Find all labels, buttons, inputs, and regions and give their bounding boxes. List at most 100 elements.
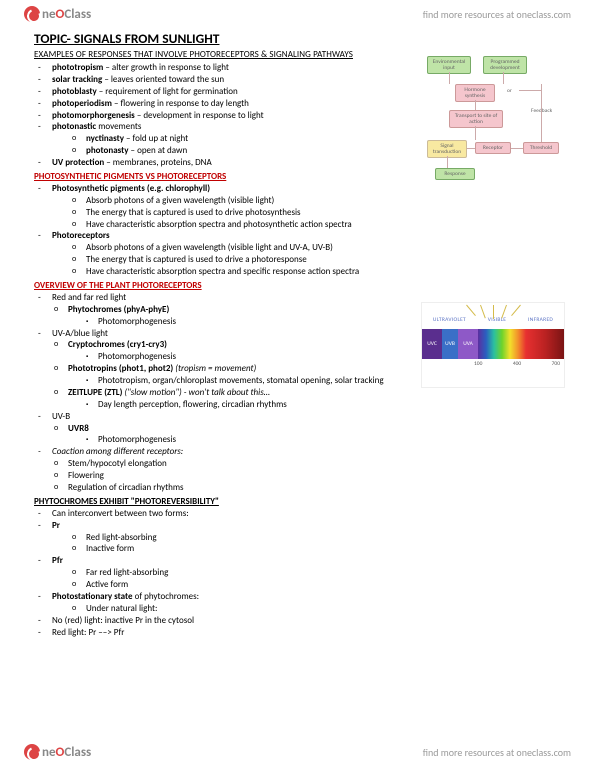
def: – leaves oriented toward the sun bbox=[102, 74, 224, 85]
list-item: Inactive form bbox=[86, 543, 561, 555]
term: Phytochromes (phyA-phyE) bbox=[68, 304, 169, 315]
list-item: Photosynthetic pigments (e.g. chlorophyl… bbox=[52, 183, 561, 231]
list-item: Cryptochromes (cry1-cry3) Photomorphogen… bbox=[68, 339, 394, 363]
list-item: Photomorphogenesis bbox=[98, 316, 394, 328]
list-item: photoperiodism – flowering in response t… bbox=[52, 98, 394, 110]
def: movements bbox=[96, 121, 141, 132]
list-item: Red light-absorbing bbox=[86, 532, 561, 544]
list-item: Can interconvert between two forms: bbox=[52, 508, 561, 520]
spectrum-tick: 700 bbox=[552, 361, 560, 367]
term: photoperiodism bbox=[52, 98, 112, 109]
flowchart-node: Transport to site of action bbox=[449, 110, 503, 128]
def: – alter growth in response to light bbox=[103, 62, 228, 73]
list-item: solar tracking – leaves oriented toward … bbox=[52, 74, 394, 86]
list-item: Photomorphogenesis bbox=[98, 351, 394, 363]
brand-text-2: Class bbox=[64, 7, 91, 22]
list-item: Photostationary state of phytochromes: U… bbox=[52, 591, 561, 615]
header-link[interactable]: find more resources at oneclass.com bbox=[423, 8, 571, 21]
list-item: Phototropins (phot1, phot2) (tropism = m… bbox=[68, 363, 394, 387]
brand-logo-icon bbox=[24, 744, 40, 760]
list-item: photomorphorgenesis – development in res… bbox=[52, 110, 394, 122]
list-item: The energy that is captured is used to d… bbox=[86, 207, 561, 219]
term: photonastic bbox=[52, 121, 96, 132]
flowchart-node: Response bbox=[435, 168, 475, 180]
brand-text-o: O bbox=[56, 745, 65, 760]
list-item: UVR8 Photomorphogenesis bbox=[68, 423, 394, 447]
pigments-vs-receptors: Photosynthetic pigments (e.g. chlorophyl… bbox=[34, 183, 561, 278]
term: photomorphorgenesis bbox=[52, 110, 135, 121]
list-item: Pr Red light-absorbing Inactive form bbox=[52, 520, 561, 556]
list-item: Absorb photons of a given wavelength (vi… bbox=[86, 195, 561, 207]
spectrum-tick: 100 bbox=[474, 361, 482, 367]
list-item: photonastic movements nyctinasty – fold … bbox=[52, 121, 394, 157]
list-item: nyctinasty – fold up at night bbox=[86, 133, 394, 145]
flowchart-node: Threshold bbox=[523, 142, 559, 154]
list-item: No (red) light: inactive Pr in the cytos… bbox=[52, 615, 561, 627]
section-heading: PHYTOCHROMES EXHIBIT "PHOTOREVERSIBILITY… bbox=[34, 496, 561, 507]
list-item: Absorb photons of a given wavelength (vi… bbox=[86, 242, 561, 254]
brand-text-o: O bbox=[56, 7, 65, 22]
term: photoblasty bbox=[52, 86, 97, 97]
list-item: UV protection – membranes, proteins, DNA bbox=[52, 157, 394, 169]
italic: ("slow motion") - won't talk about this… bbox=[124, 387, 270, 398]
flowchart-node: Programmed development bbox=[483, 56, 527, 74]
list-item: Red light: Pr ––> Pfr bbox=[52, 627, 561, 639]
list-item: Pfr Far red light-absorbing Active form bbox=[52, 555, 561, 591]
def: – open at dawn bbox=[129, 145, 188, 156]
term: nyctinasty bbox=[86, 133, 124, 144]
list-item: photoblasty – requirement of light for g… bbox=[52, 86, 394, 98]
spectrum-band bbox=[526, 329, 564, 359]
list-item: Phototropism, organ/chloroplast movement… bbox=[98, 375, 394, 387]
list-item: Coaction among different receptors: bbox=[52, 446, 561, 458]
list-item: Red and far red light bbox=[52, 292, 394, 304]
section-heading: OVERVIEW OF THE PLANT PHOTORECEPTORS bbox=[34, 280, 561, 291]
list-item: photonasty – open at dawn bbox=[86, 145, 394, 157]
term: Photostationary state bbox=[52, 591, 133, 602]
def: – membranes, proteins, DNA bbox=[104, 157, 211, 168]
spectrum-band bbox=[478, 329, 526, 359]
list-item: Active form bbox=[86, 579, 561, 591]
brand-text-1: ne bbox=[42, 745, 56, 760]
page-header: neOClass find more resources at oneclass… bbox=[0, 0, 595, 28]
list-item: Day length perception, flowering, circad… bbox=[98, 399, 394, 411]
list-item: Under natural light: bbox=[86, 603, 561, 615]
def: – requirement of light for germination bbox=[97, 86, 238, 97]
spectrum-band: UVB bbox=[442, 329, 458, 359]
page-title: TOPIC- SIGNALS FROM SUNLIGHT bbox=[34, 30, 561, 47]
list-item: Have characteristic absorption spectra a… bbox=[86, 266, 561, 278]
list-item: phototropism – alter growth in response … bbox=[52, 62, 394, 74]
brand-text-2: Class bbox=[64, 745, 91, 760]
flowchart-label: or bbox=[507, 88, 512, 94]
brand-logo-icon bbox=[24, 6, 40, 22]
examples-list: phototropism – alter growth in response … bbox=[34, 62, 394, 169]
def: – fold up at night bbox=[124, 133, 188, 144]
flowchart-node: Receptor bbox=[475, 142, 511, 154]
page-footer: neOClass find more resources at oneclass… bbox=[0, 738, 595, 766]
list-item: Photomorphogenesis bbox=[98, 434, 394, 446]
list-item: The energy that is captured is used to d… bbox=[86, 254, 561, 266]
list-item: Stem/hypocotyl elongation bbox=[68, 458, 561, 470]
term: Pr bbox=[52, 520, 60, 531]
def: – flowering in response to day length bbox=[112, 98, 249, 109]
brand-logo: neOClass bbox=[24, 6, 91, 22]
spectrum-tick: 400 bbox=[513, 361, 521, 367]
term: photonasty bbox=[86, 145, 129, 156]
list-item: UV-B bbox=[52, 411, 394, 423]
term: UV protection bbox=[52, 157, 104, 168]
signaling-flowchart: Environmental input Programmed developme… bbox=[427, 56, 565, 186]
term: Photoreceptors bbox=[52, 230, 110, 241]
term: UVR8 bbox=[68, 423, 89, 434]
term: solar tracking bbox=[52, 74, 102, 85]
list-item: Flowering bbox=[68, 470, 561, 482]
term: Cryptochromes (cry1-cry3) bbox=[68, 339, 167, 350]
term: ZEITLUPE (ZTL) bbox=[68, 387, 124, 398]
light-spectrum-figure: ULTRAVIOLET VISIBLE INFRARED UVC UVB UVA… bbox=[421, 302, 565, 388]
list-item: Have characteristic absorption spectra a… bbox=[86, 219, 561, 231]
list-item: Photoreceptors Absorb photons of a given… bbox=[52, 230, 561, 278]
footer-link[interactable]: find more resources at oneclass.com bbox=[423, 746, 571, 759]
list-item: Far red light-absorbing bbox=[86, 567, 561, 579]
list-item: ZEITLUPE (ZTL) ("slow motion") - won't t… bbox=[68, 387, 394, 411]
list-item: Regulation of circadian rhythms bbox=[68, 482, 561, 494]
list-item: Phytochromes (phyA-phyE) Photomorphogene… bbox=[68, 304, 394, 328]
term: Phototropins (phot1, phot2) bbox=[68, 363, 175, 374]
